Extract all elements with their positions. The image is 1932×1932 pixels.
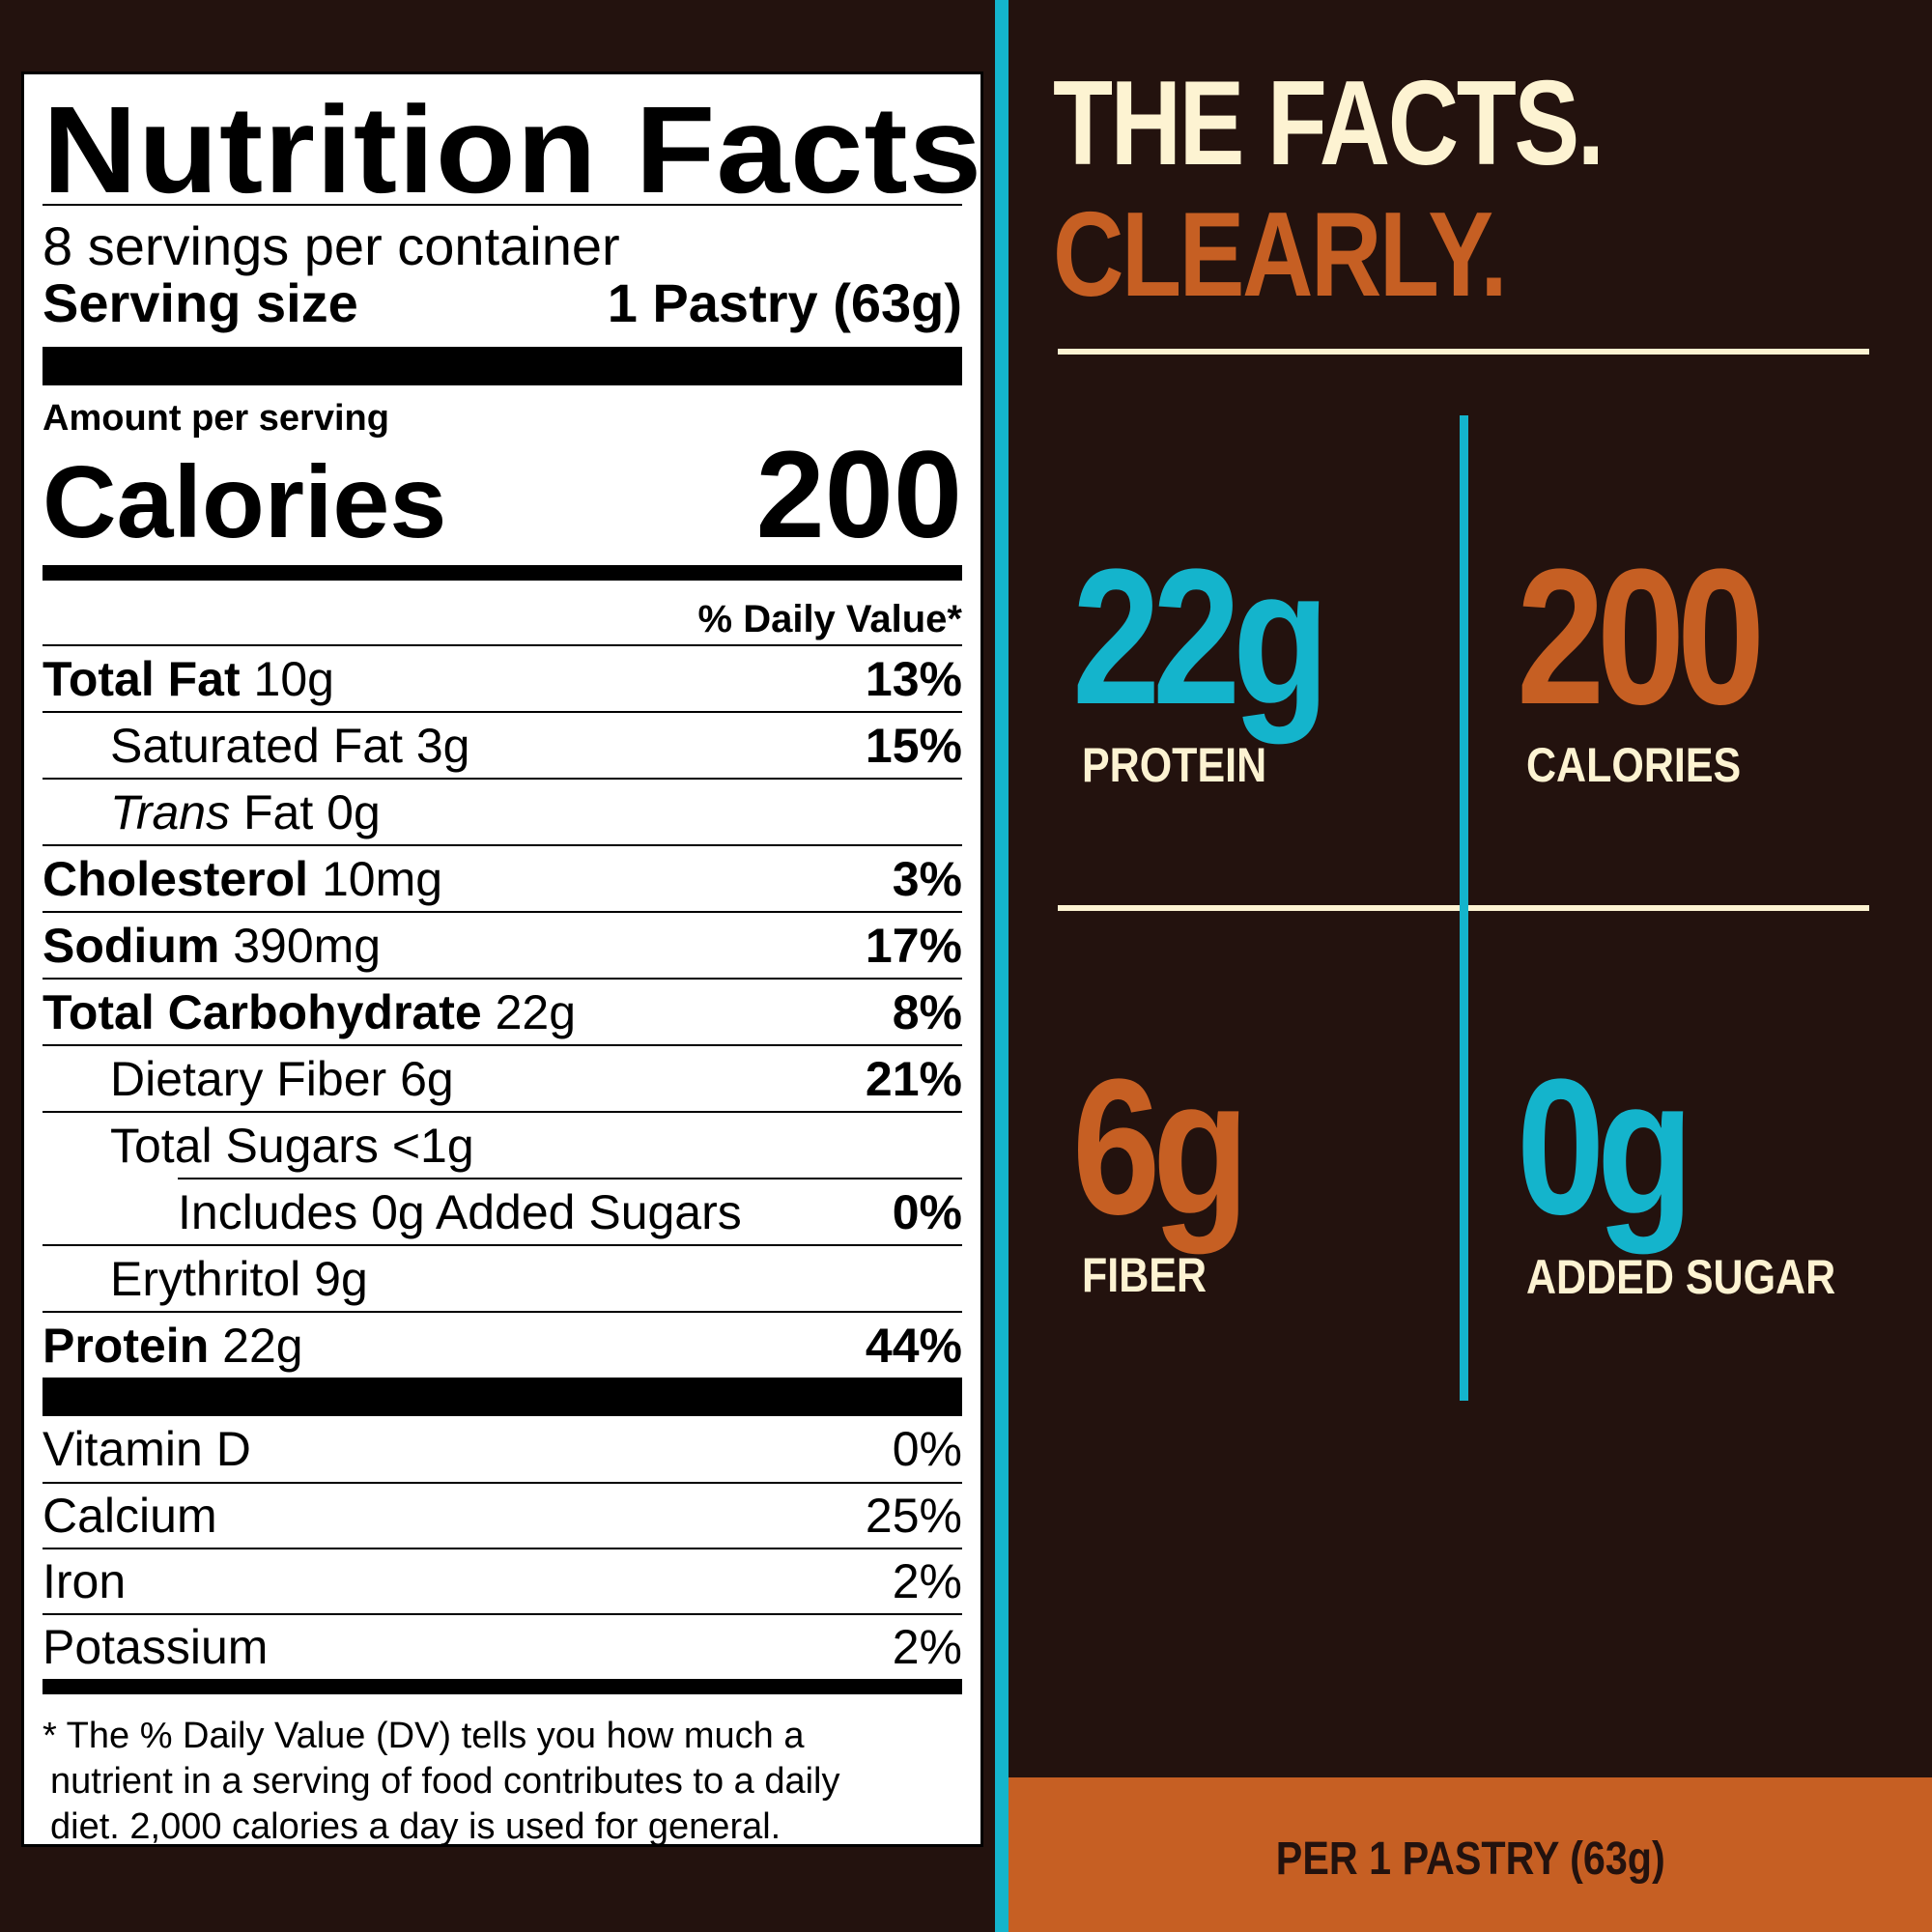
label-title: Nutrition Facts	[43, 81, 983, 219]
amount-per-serving: Amount per serving	[43, 398, 389, 439]
stat-protein-label: PROTEIN	[1082, 738, 1267, 792]
headline-facts: THE FACTS.	[1053, 57, 1605, 190]
divider	[43, 1378, 962, 1416]
nutrient-row-erythritol: Erythritol 9g	[43, 1244, 962, 1311]
stat-added-sugar-label: ADDED SUGAR	[1526, 1250, 1836, 1304]
divider	[43, 565, 962, 581]
serving-size-value: 1 Pastry (63g)	[607, 272, 962, 333]
nutrition-facts-label: Nutrition Facts 8 servings per container…	[21, 71, 983, 1847]
nutrient-row-protein: Protein 22g 44%	[43, 1311, 962, 1378]
nutrient-row-sodium: Sodium 390mg 17%	[43, 911, 962, 978]
servings-per-container: 8 servings per container	[43, 215, 620, 276]
stat-protein-value: 22g	[1072, 529, 1329, 745]
nutrient-row-total-fat: Total Fat 10g 13%	[43, 644, 962, 711]
nutrient-row-added-sugars: Includes 0g Added Sugars 0%	[178, 1178, 962, 1244]
footer-bar: PER 1 PASTRY (63g)	[1009, 1777, 1932, 1932]
vitamin-row-calcium: Calcium 25%	[43, 1482, 962, 1548]
nutrient-row-total-sugars: Total Sugars <1g	[43, 1111, 962, 1178]
footnote: * The % Daily Value (DV) tells you how m…	[43, 1716, 840, 1847]
headline-clearly: CLEARLY.	[1053, 188, 1508, 322]
serving-size-label: Serving size	[43, 272, 358, 333]
nutrient-row-trans-fat: Trans Fat 0g	[43, 778, 962, 844]
serving-size-row: Serving size 1 Pastry (63g)	[43, 273, 962, 347]
divider	[43, 347, 962, 385]
vitamin-row-potassium: Potassium 2%	[43, 1613, 962, 1679]
nutrient-row-dietary-fiber: Dietary Fiber 6g 21%	[43, 1044, 962, 1111]
divider	[43, 204, 962, 206]
stat-fiber-value: 6g	[1072, 1039, 1249, 1255]
nutrient-row-saturated-fat: Saturated Fat 3g 15%	[43, 711, 962, 778]
stat-added-sugar-value: 0g	[1517, 1039, 1693, 1255]
calories-value: 200	[755, 426, 962, 564]
vitamin-row-vitamin-d: Vitamin D 0%	[43, 1422, 962, 1476]
nutrient-row-total-carbohydrate: Total Carbohydrate 22g 8%	[43, 978, 962, 1044]
stat-calories-value: 200	[1517, 529, 1765, 745]
daily-value-header: % Daily Value*	[697, 598, 962, 640]
nutrient-row-cholesterol: Cholesterol 10mg 3%	[43, 844, 962, 911]
footer-serving-note: PER 1 PASTRY (63g)	[1275, 1833, 1665, 1885]
stats-vertical-divider	[1460, 415, 1468, 1401]
stat-fiber-label: FIBER	[1082, 1248, 1207, 1302]
calories-row: Calories 200	[43, 426, 962, 565]
vertical-divider	[995, 0, 1009, 1932]
vitamin-row-iron: Iron 2%	[43, 1548, 962, 1613]
calories-label: Calories	[43, 445, 447, 559]
stat-calories-label: CALORIES	[1526, 738, 1742, 792]
horizontal-rule-top	[1058, 349, 1869, 355]
divider	[43, 1679, 962, 1694]
